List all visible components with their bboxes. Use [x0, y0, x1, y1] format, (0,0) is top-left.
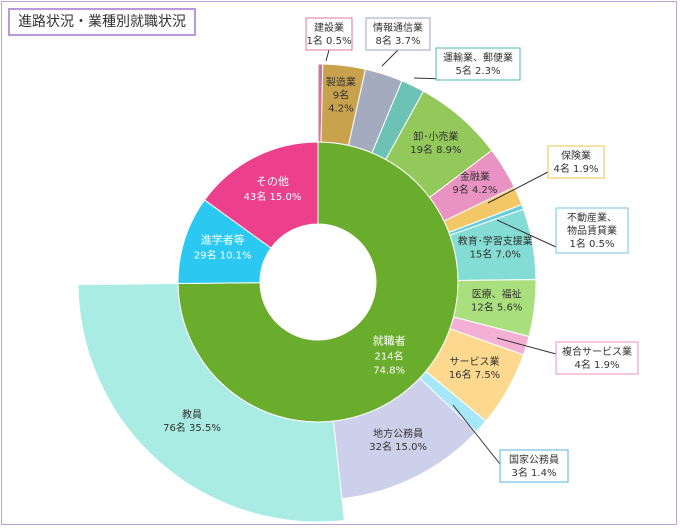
outer-label-text: 地方公務員 — [373, 427, 423, 440]
outer-label-text: 12名 5.6% — [471, 301, 522, 314]
inner-label-name: その他 — [256, 175, 289, 188]
inner-ring — [177, 141, 459, 423]
inner-label-name: 進学者等 — [201, 233, 245, 247]
callout-box — [305, 17, 353, 51]
outer-label-text: 教育･学習支援業 — [458, 235, 533, 248]
page-title: 進路状況・業種別就職状況 — [8, 8, 196, 36]
inner-label-value: 43名 15.0% — [244, 190, 302, 203]
outer-label-text: 9名 4.2% — [452, 183, 497, 196]
callout-label: 8名 3.7% — [376, 34, 421, 47]
callout-label: 運輸業、郵便業 — [443, 51, 513, 64]
callout-label: 4名 1.9% — [554, 162, 599, 175]
callout-box — [435, 47, 521, 81]
callout-leader — [496, 219, 557, 248]
outer-ring — [77, 63, 537, 523]
outer-label-text: 9名 — [333, 88, 349, 101]
callout-label: 1名 0.5% — [307, 34, 352, 47]
callout-label: 情報通信業 — [373, 21, 423, 34]
callout-box — [365, 17, 431, 51]
callout-leader — [487, 171, 549, 204]
callout-box — [555, 341, 639, 375]
callout-box — [547, 145, 605, 179]
outer-label-text: サービス業 — [450, 355, 500, 368]
outer-label-text: 16名 7.5% — [449, 368, 500, 381]
outer-label-text: 卸･小売業 — [413, 130, 458, 143]
callout-label: 1名 0.5% — [570, 237, 615, 250]
outer-label-text: 76名 35.5% — [163, 421, 221, 434]
outer-label-text: 4.2% — [328, 103, 353, 114]
callout-label: 国家公務員 — [509, 453, 559, 466]
callout-leader — [325, 49, 330, 62]
callout-label: 5名 2.3% — [456, 64, 501, 77]
callout-label: 保険業 — [561, 149, 591, 162]
inner-label-name: 就職者 — [373, 333, 406, 347]
callout-label: 3名 1.4% — [512, 466, 557, 479]
center-hole — [260, 224, 376, 340]
callout-label: 建設業 — [314, 21, 344, 34]
callout-label: 4名 1.9% — [575, 358, 620, 371]
outer-label-text: 製造業 — [326, 75, 356, 88]
outer-label-text: 15名 7.0% — [470, 248, 521, 261]
outer-label-text: 金融業 — [460, 170, 490, 183]
inner-label-pct: 74.8% — [373, 365, 405, 376]
callout-leader — [452, 404, 501, 465]
callout-label: 複合サービス業 — [562, 345, 632, 358]
callout-label: 不動産業、 — [567, 211, 617, 224]
callout-leader — [381, 49, 399, 67]
inner-label-value: 29名 10.1% — [194, 249, 252, 262]
outer-label-text: 教員 — [182, 408, 202, 421]
callout-leader — [496, 337, 557, 355]
outer-label-text: 19名 8.9% — [410, 143, 461, 156]
inner-label-count: 214名 — [375, 349, 404, 362]
callout-box — [499, 449, 569, 483]
callout-label: 物品賃貸業 — [567, 224, 617, 237]
outer-slice-teacher — [77, 283, 345, 523]
outer-label-text: 医療、福祉 — [472, 288, 522, 301]
callout-box — [555, 207, 629, 254]
outer-label-text: 32名 15.0% — [369, 440, 427, 453]
